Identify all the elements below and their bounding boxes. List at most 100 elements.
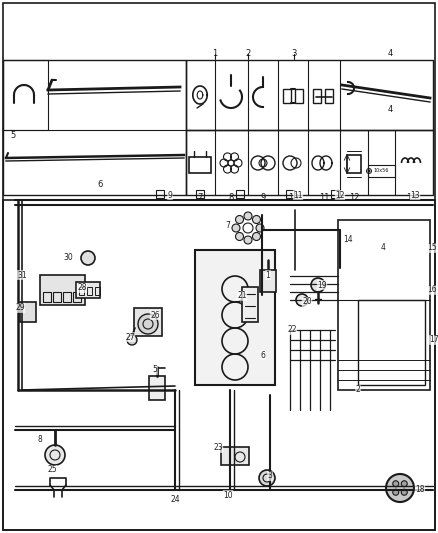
Text: 12: 12 (335, 190, 345, 199)
Bar (43, 292, 51, 302)
Text: 2: 2 (356, 385, 360, 394)
Text: 3: 3 (291, 49, 297, 58)
Text: 4: 4 (387, 49, 392, 58)
Text: 5: 5 (152, 366, 157, 375)
Bar (87, 287, 92, 295)
Bar (260, 270, 276, 292)
Circle shape (244, 236, 252, 244)
Text: 1: 1 (265, 271, 270, 279)
Circle shape (386, 474, 414, 502)
Bar (331, 190, 339, 198)
Bar (134, 308, 162, 336)
Bar (149, 376, 165, 400)
Circle shape (45, 445, 65, 465)
Text: 12: 12 (349, 193, 359, 202)
Bar (76, 282, 100, 298)
Bar (283, 89, 291, 103)
Text: 23: 23 (213, 443, 223, 453)
Text: 8: 8 (38, 435, 42, 445)
Text: 18: 18 (415, 486, 425, 495)
Text: 6: 6 (261, 351, 265, 359)
Bar (156, 190, 164, 198)
Text: 10: 10 (223, 490, 233, 499)
Text: 27: 27 (125, 333, 135, 342)
Text: 22: 22 (287, 326, 297, 335)
Text: 20: 20 (302, 297, 312, 306)
Text: 31: 31 (17, 271, 27, 279)
Text: 5: 5 (10, 131, 15, 140)
Circle shape (236, 215, 244, 223)
Text: 11: 11 (293, 190, 303, 199)
Bar (53, 292, 61, 302)
Bar (3, 200, 435, 530)
Text: 19: 19 (317, 280, 327, 289)
Text: 7: 7 (226, 221, 230, 230)
Text: 4: 4 (387, 105, 392, 114)
Text: 29: 29 (15, 303, 25, 312)
Circle shape (252, 232, 261, 240)
Circle shape (81, 251, 95, 265)
Text: 9: 9 (260, 193, 265, 202)
Text: 9: 9 (168, 190, 173, 199)
Text: 13: 13 (406, 193, 416, 202)
Text: 2: 2 (245, 49, 251, 58)
Circle shape (401, 489, 407, 495)
Circle shape (393, 481, 399, 487)
Bar (358, 300, 425, 385)
Text: 28: 28 (77, 284, 87, 293)
Circle shape (401, 481, 407, 487)
Text: 21: 21 (237, 292, 247, 301)
Text: 17: 17 (429, 335, 438, 344)
Circle shape (256, 224, 264, 232)
Bar (347, 155, 361, 173)
Text: 15: 15 (427, 244, 437, 253)
Text: 10: 10 (288, 193, 298, 202)
Text: 10x56: 10x56 (373, 168, 389, 174)
Text: 30: 30 (63, 254, 73, 262)
Text: 3: 3 (268, 472, 272, 481)
Bar (63, 292, 71, 302)
Circle shape (368, 170, 370, 172)
Text: 24: 24 (170, 496, 180, 505)
Bar (286, 190, 294, 198)
Text: 14: 14 (343, 236, 353, 245)
Bar (295, 89, 303, 103)
Bar (325, 89, 333, 103)
Bar (3, 60, 186, 195)
Circle shape (393, 489, 399, 495)
Circle shape (259, 470, 275, 486)
Bar (338, 220, 430, 390)
Circle shape (232, 224, 240, 232)
Text: 25: 25 (47, 465, 57, 474)
Bar (221, 447, 249, 465)
Circle shape (244, 212, 252, 220)
Bar (79, 287, 84, 295)
Bar (186, 60, 433, 130)
Text: 1: 1 (212, 49, 218, 58)
Text: 8: 8 (228, 193, 234, 202)
Circle shape (296, 294, 308, 306)
Bar (368, 165, 395, 177)
Bar (20, 302, 36, 322)
Text: 16: 16 (427, 286, 437, 295)
Text: 11: 11 (319, 193, 329, 202)
Bar (195, 250, 275, 385)
Bar (73, 292, 81, 302)
Text: 6: 6 (97, 180, 102, 189)
Bar (196, 190, 204, 198)
Circle shape (311, 278, 325, 292)
Bar (236, 190, 244, 198)
Text: 13: 13 (410, 190, 420, 199)
Circle shape (236, 232, 244, 240)
Circle shape (138, 314, 158, 334)
Bar (3, 60, 48, 130)
Bar (186, 130, 433, 195)
Bar (189, 157, 211, 173)
Text: 7: 7 (197, 193, 203, 202)
Text: 26: 26 (150, 311, 160, 319)
Bar (242, 287, 258, 322)
Bar (313, 89, 321, 103)
Circle shape (127, 335, 137, 345)
Text: 4: 4 (381, 244, 385, 253)
Circle shape (252, 215, 261, 223)
